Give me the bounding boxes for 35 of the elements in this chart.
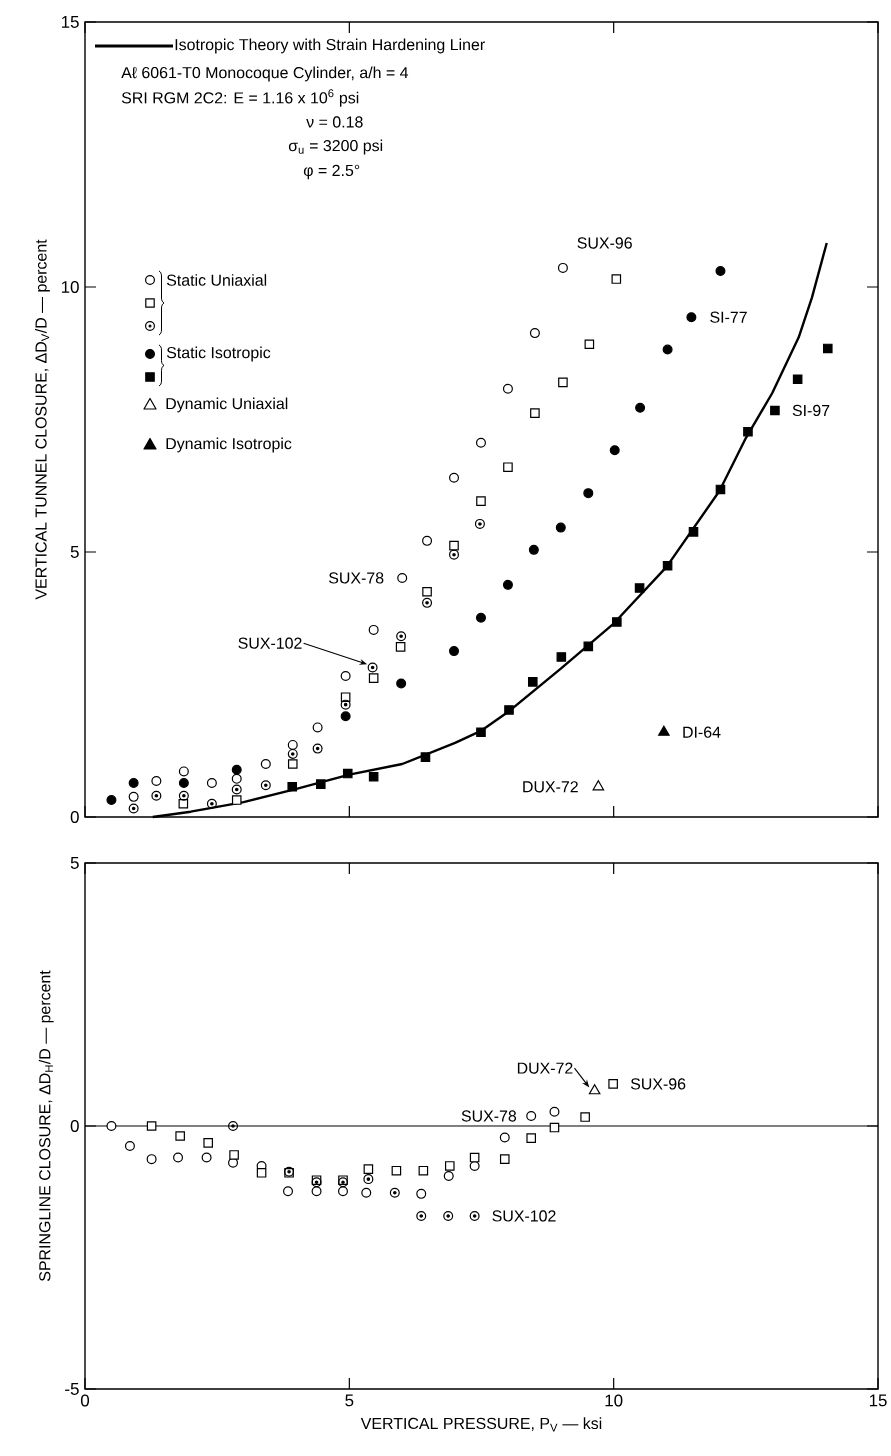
annotation: σ$_{u}$ = 3200 psi — [288, 139, 383, 155]
x-tick-label: 0 — [80, 1394, 90, 1407]
legend-label: Static Isotropic — [166, 346, 271, 362]
annotation: SUX-96 — [577, 237, 632, 249]
y-tick-label: 5 — [70, 546, 79, 558]
y-axis-title: SPRINGLINE CLOSURE, ΔD$_{H}$/D — percent — [38, 970, 54, 1282]
legend-label: Dynamic Uniaxial — [166, 397, 288, 413]
x-tick-label: 15 — [869, 1394, 887, 1407]
annotation: SUX-96 — [630, 1078, 686, 1090]
annotation: SUX-102 — [238, 637, 302, 649]
legend-label: Static Uniaxial — [166, 274, 267, 286]
annotation: DI-64 — [683, 726, 721, 738]
x-axis-title: VERTICAL PRESSURE, P$_{V}$ — ksi — [360, 1417, 602, 1432]
y-tick-label: -5 — [65, 1383, 79, 1395]
legend-label: Dynamic Isotropic — [166, 437, 292, 453]
annotation: SI-97 — [792, 404, 830, 417]
annotation: DUX-72 — [523, 781, 578, 793]
x-tick-label: 5 — [345, 1394, 354, 1407]
y-axis-title: VERTICAL TUNNEL CLOSURE, ΔD$_{V}$/D — percent — [34, 239, 50, 600]
annotation: SRI RGM 2C2: E = 1.16 x 10$^{6}$ psi — [121, 89, 359, 107]
annotation: SUX-78 — [461, 1110, 517, 1122]
annotation: φ = 2.5° — [303, 164, 360, 180]
y-tick-label: 10 — [61, 280, 79, 293]
annotation: ν = 0.18 — [306, 116, 363, 128]
annotation: Aℓ 6061-T0 Monocoque Cylinder, a/h = 4 — [121, 66, 409, 82]
annotation: SUX-78 — [328, 572, 384, 584]
legend-label: Isotropic Theory with Strain Hardening Liner — [175, 38, 485, 54]
y-tick-label: 15 — [61, 16, 79, 28]
annotation: SI-77 — [710, 311, 747, 323]
y-tick-label: 0 — [70, 1120, 79, 1132]
y-tick-label: 0 — [70, 810, 79, 823]
y-tick-label: 5 — [70, 857, 79, 869]
annotation: DUX-72 — [517, 1062, 573, 1074]
x-tick-label: 10 — [605, 1394, 623, 1407]
annotation: SUX-102 — [492, 1210, 556, 1222]
